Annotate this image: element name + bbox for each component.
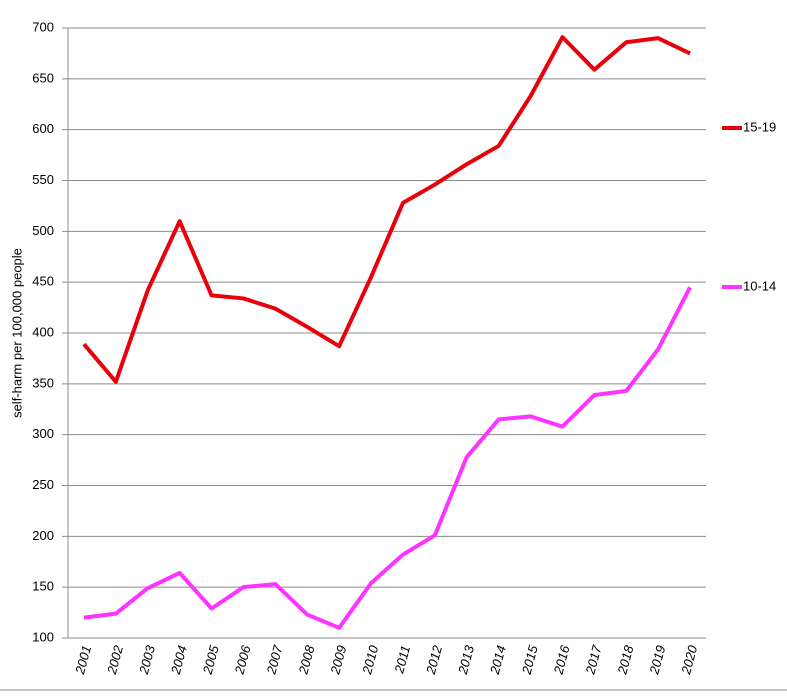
x-tick-label: 2009 [327, 644, 349, 677]
x-tick-label: 2020 [678, 643, 700, 677]
legend-label: 15-19 [743, 119, 776, 134]
x-tick-label: 2008 [295, 643, 317, 677]
x-tick-label: 2015 [519, 643, 541, 677]
legend-label: 10-14 [743, 278, 776, 293]
x-tick-label: 2011 [391, 644, 413, 676]
y-tick-label: 450 [32, 274, 54, 289]
x-tick-label: 2012 [423, 643, 445, 677]
x-tick-label: 2018 [614, 643, 636, 677]
y-tick-label: 150 [32, 579, 54, 594]
series-line [82, 35, 691, 384]
y-tick-label: 200 [32, 528, 54, 543]
y-tick-label: 300 [32, 426, 54, 441]
x-tick-label: 2007 [263, 643, 285, 677]
x-tick-label: 2016 [550, 643, 572, 677]
x-tick-label: 2006 [231, 643, 253, 677]
x-tick-label: 2004 [168, 644, 190, 677]
x-tick-label: 2005 [200, 643, 222, 677]
y-tick-label: 350 [32, 375, 54, 390]
x-tick-label: 2013 [455, 643, 477, 677]
y-tick-label: 500 [32, 223, 54, 238]
x-tick-label: 2014 [487, 644, 509, 677]
series-line [83, 286, 692, 630]
y-tick-label: 650 [32, 70, 54, 85]
y-tick-label: 250 [32, 477, 54, 492]
y-tick-label: 550 [32, 172, 54, 187]
x-tick-label: 2010 [359, 643, 381, 677]
x-tick-label: 2002 [104, 643, 126, 677]
x-tick-label: 2003 [136, 643, 158, 677]
y-axis-label: self-harm per 100,000 people [9, 248, 24, 418]
y-tick-label: 600 [32, 121, 54, 136]
y-tick-label: 100 [32, 629, 54, 644]
y-tick-label: 400 [32, 324, 54, 339]
x-tick-label: 2019 [646, 644, 668, 677]
y-tick-label: 700 [32, 19, 54, 34]
x-tick-label: 2001 [72, 644, 94, 677]
x-tick-label: 2017 [582, 643, 604, 677]
